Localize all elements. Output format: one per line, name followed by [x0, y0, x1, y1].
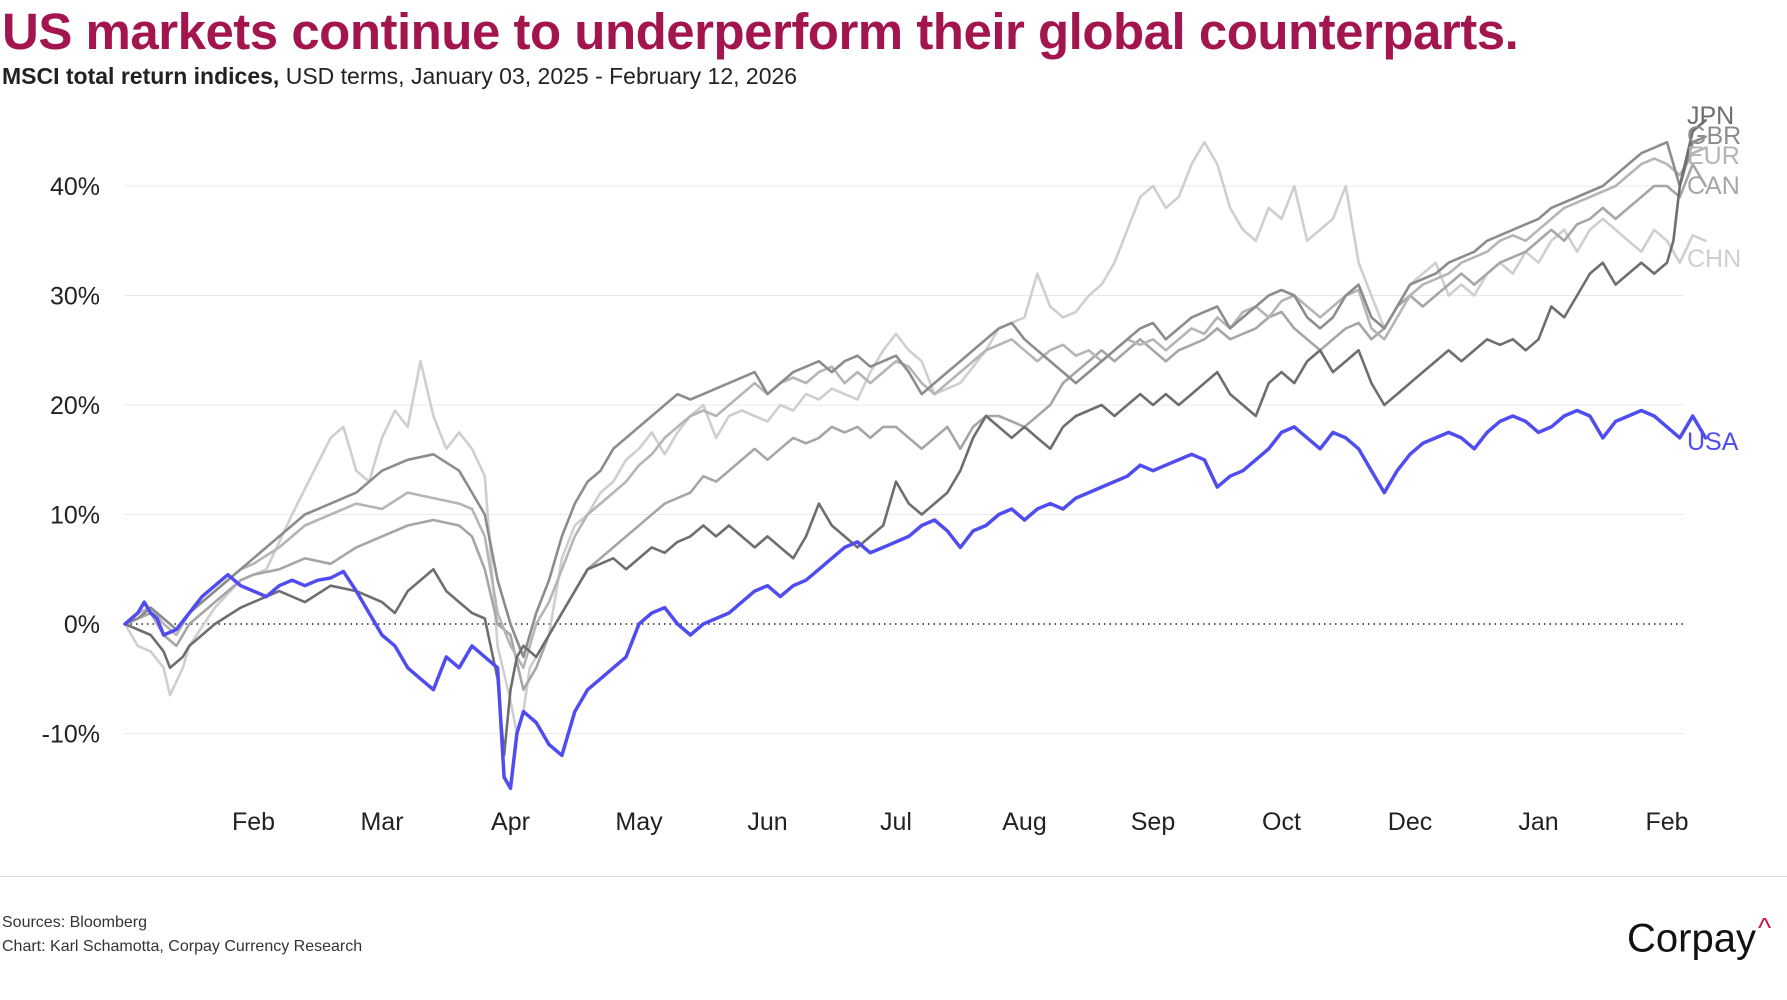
y-tick-label: 30%	[50, 283, 100, 311]
subtitle-rest: USD terms, January 03, 2025 - February 1…	[279, 63, 798, 89]
x-tick-label: Mar	[360, 808, 403, 836]
x-tick-label: Dec	[1388, 808, 1432, 836]
corpay-logo: Corpay^	[1627, 912, 1771, 961]
chart-subtitle: MSCI total return indices, USD terms, Ja…	[2, 63, 797, 90]
chart-credit: Chart: Karl Schamotta, Corpay Currency R…	[2, 938, 363, 955]
logo-caret-icon: ^	[1757, 912, 1772, 943]
y-tick-label: 40%	[50, 173, 100, 201]
series-line-jpn	[123, 119, 1707, 757]
chart-title: US markets continue to underperform thei…	[2, 3, 1519, 60]
subtitle-bold: MSCI total return indices,	[2, 63, 280, 89]
x-tick-label: Oct	[1262, 808, 1301, 836]
logo-text: Corpay	[1627, 916, 1756, 961]
y-tick-label: 0%	[64, 611, 100, 639]
x-tick-label: Jan	[1518, 808, 1558, 836]
footer-divider	[0, 876, 1787, 877]
y-tick-label: -10%	[42, 721, 100, 749]
series-line-gbr	[123, 135, 1707, 659]
gridlines	[125, 185, 1683, 734]
x-tick-label: Jul	[880, 808, 912, 836]
x-tick-label: Jun	[747, 808, 787, 836]
series-label-eur: EUR	[1687, 142, 1740, 170]
series-label-chn: CHN	[1687, 245, 1741, 273]
series-label-gbr: GBR	[1687, 122, 1741, 150]
line-chart: -10% 0% 10% 20% 30% 40% Feb Mar Apr May Jun Jul Aug…	[42, 102, 1742, 836]
x-tick-label: Feb	[232, 808, 275, 836]
x-tick-label: Feb	[1645, 808, 1688, 836]
y-axis: -10% 0% 10% 20% 30% 40%	[42, 173, 100, 749]
x-tick-label: Apr	[491, 808, 530, 836]
series-line-chn	[123, 140, 1707, 735]
y-tick-label: 20%	[50, 392, 100, 420]
series-label-jpn: JPN	[1687, 102, 1734, 130]
x-axis: Feb Mar Apr May Jun Jul Aug Sep Oct Dec Jan Feb	[232, 808, 1689, 836]
series-label-usa: USA	[1687, 428, 1739, 456]
series-lines	[123, 119, 1708, 791]
x-tick-label: Sep	[1131, 808, 1175, 836]
x-tick-label: May	[615, 808, 663, 836]
series-line-can	[123, 162, 1707, 691]
series-label-can: CAN	[1687, 172, 1740, 200]
x-tick-label: Aug	[1002, 808, 1046, 836]
series-line-usa	[123, 408, 1708, 791]
series-line-eur	[123, 146, 1707, 670]
y-tick-label: 10%	[50, 502, 100, 530]
source-note: Sources: Bloomberg	[2, 914, 147, 931]
